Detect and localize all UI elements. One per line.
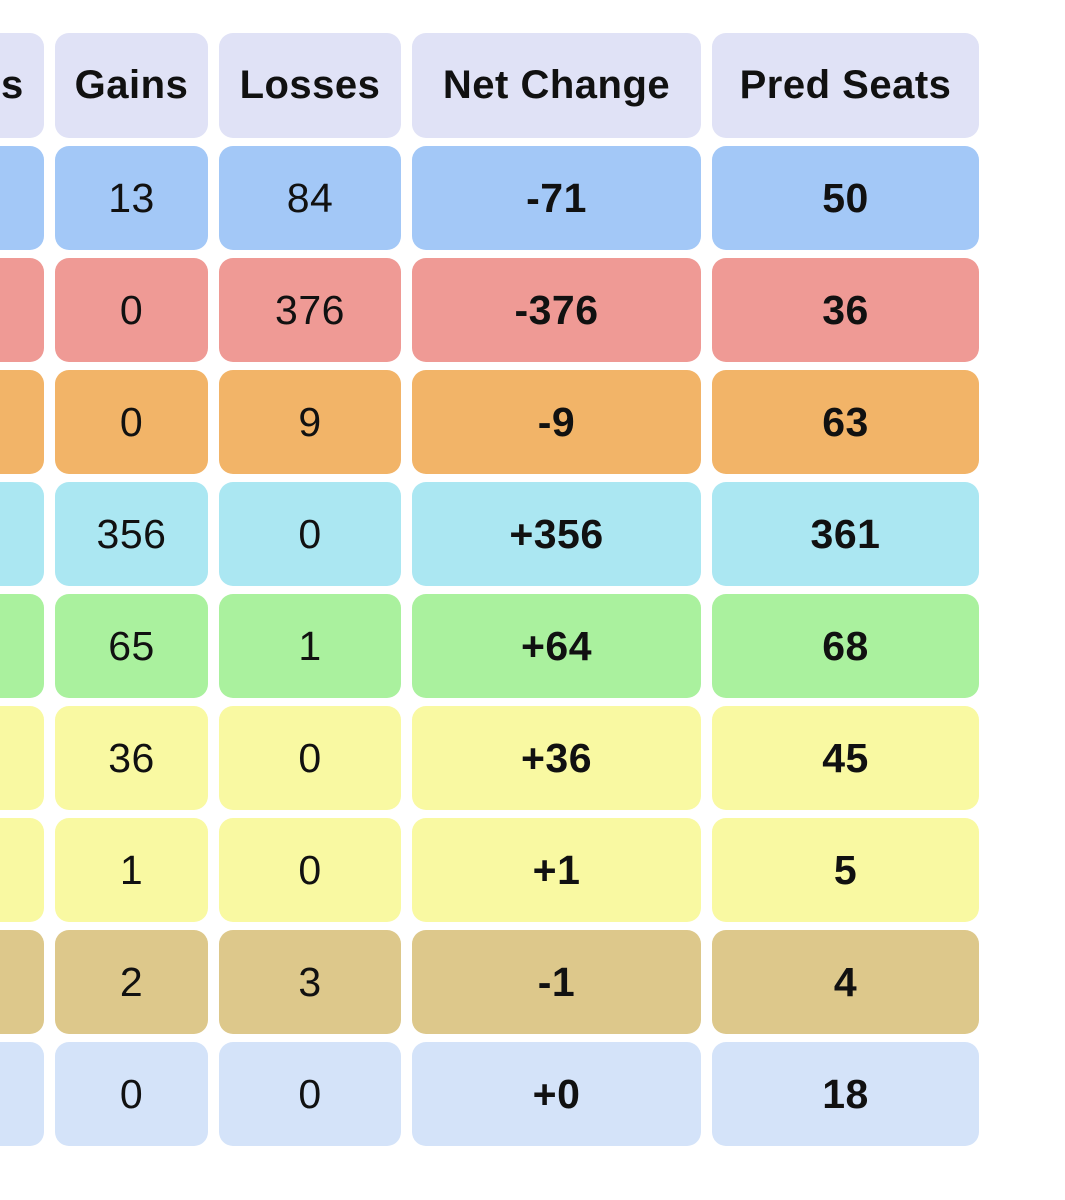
net-change-cell: -9 bbox=[412, 370, 701, 474]
gains-cell: 0 bbox=[55, 1042, 208, 1146]
net-change-cell: +356 bbox=[412, 482, 701, 586]
pred-seats-cell: 361 bbox=[712, 482, 979, 586]
party-color-cell bbox=[0, 818, 44, 922]
party-color-cell bbox=[0, 594, 44, 698]
pred-seats-cell: 4 bbox=[712, 930, 979, 1034]
column-header-losses: Losses bbox=[219, 33, 401, 138]
party-color-cell bbox=[0, 370, 44, 474]
losses-cell: 9 bbox=[219, 370, 401, 474]
losses-cell: 1 bbox=[219, 594, 401, 698]
pred-seats-cell: 18 bbox=[712, 1042, 979, 1146]
party-color-cell bbox=[0, 146, 44, 250]
net-change-cell: +0 bbox=[412, 1042, 701, 1146]
net-change-cell: +1 bbox=[412, 818, 701, 922]
gains-cell: 13 bbox=[55, 146, 208, 250]
losses-cell: 84 bbox=[219, 146, 401, 250]
net-change-cell: -71 bbox=[412, 146, 701, 250]
pred-seats-cell: 5 bbox=[712, 818, 979, 922]
partial-header-text: s bbox=[1, 63, 24, 107]
gains-cell: 356 bbox=[55, 482, 208, 586]
party-color-cell bbox=[0, 930, 44, 1034]
seat-prediction-table: s Gains Losses Net Change Pred Seats 13 … bbox=[0, 33, 979, 1146]
losses-cell: 3 bbox=[219, 930, 401, 1034]
gains-cell: 0 bbox=[55, 370, 208, 474]
net-change-cell: +36 bbox=[412, 706, 701, 810]
pred-seats-cell: 36 bbox=[712, 258, 979, 362]
losses-cell: 0 bbox=[219, 818, 401, 922]
gains-cell: 0 bbox=[55, 258, 208, 362]
pred-seats-cell: 68 bbox=[712, 594, 979, 698]
partial-column-header: s bbox=[0, 33, 44, 138]
pred-seats-cell: 50 bbox=[712, 146, 979, 250]
column-header-pred-seats: Pred Seats bbox=[712, 33, 979, 138]
gains-cell: 1 bbox=[55, 818, 208, 922]
gains-cell: 65 bbox=[55, 594, 208, 698]
gains-cell: 2 bbox=[55, 930, 208, 1034]
losses-cell: 376 bbox=[219, 258, 401, 362]
losses-cell: 0 bbox=[219, 706, 401, 810]
net-change-cell: +64 bbox=[412, 594, 701, 698]
pred-seats-cell: 45 bbox=[712, 706, 979, 810]
column-header-net-change: Net Change bbox=[412, 33, 701, 138]
net-change-cell: -1 bbox=[412, 930, 701, 1034]
losses-cell: 0 bbox=[219, 482, 401, 586]
party-color-cell bbox=[0, 706, 44, 810]
column-header-gains: Gains bbox=[55, 33, 208, 138]
net-change-cell: -376 bbox=[412, 258, 701, 362]
party-color-cell bbox=[0, 258, 44, 362]
pred-seats-cell: 63 bbox=[712, 370, 979, 474]
gains-cell: 36 bbox=[55, 706, 208, 810]
party-color-cell bbox=[0, 1042, 44, 1146]
losses-cell: 0 bbox=[219, 1042, 401, 1146]
party-color-cell bbox=[0, 482, 44, 586]
